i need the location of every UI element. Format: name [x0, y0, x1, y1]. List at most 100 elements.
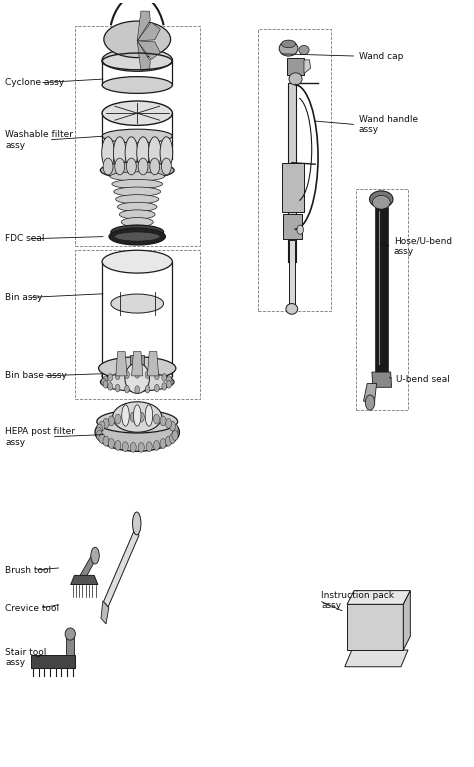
Ellipse shape: [162, 158, 171, 175]
Bar: [75, 250, 200, 399]
Ellipse shape: [102, 77, 173, 94]
Ellipse shape: [102, 48, 173, 71]
Ellipse shape: [125, 363, 149, 393]
Ellipse shape: [299, 45, 309, 54]
Ellipse shape: [99, 357, 176, 380]
Ellipse shape: [365, 395, 375, 410]
Ellipse shape: [103, 380, 108, 388]
Ellipse shape: [122, 442, 128, 452]
Ellipse shape: [148, 137, 161, 169]
Ellipse shape: [138, 412, 144, 422]
Ellipse shape: [116, 195, 159, 204]
Text: HEPA post filter
assy: HEPA post filter assy: [5, 427, 75, 446]
Text: Wand cap: Wand cap: [359, 51, 403, 61]
Ellipse shape: [373, 196, 390, 209]
Bar: [356, 189, 408, 410]
Text: FDC seal: FDC seal: [5, 235, 45, 243]
Ellipse shape: [297, 225, 303, 234]
Ellipse shape: [137, 137, 149, 169]
Ellipse shape: [167, 376, 171, 384]
Ellipse shape: [102, 250, 173, 273]
Ellipse shape: [145, 371, 150, 379]
Ellipse shape: [114, 232, 160, 241]
Bar: [288, 83, 296, 262]
Ellipse shape: [127, 158, 137, 175]
Ellipse shape: [91, 547, 99, 564]
Bar: [375, 207, 388, 372]
Polygon shape: [372, 372, 392, 387]
Ellipse shape: [160, 416, 166, 426]
Ellipse shape: [103, 436, 109, 446]
Polygon shape: [101, 601, 109, 624]
Ellipse shape: [65, 628, 75, 640]
Bar: [258, 29, 331, 311]
Polygon shape: [137, 22, 160, 41]
Ellipse shape: [96, 427, 101, 437]
Text: Stair tool
assy: Stair tool assy: [5, 648, 46, 667]
Ellipse shape: [122, 405, 129, 426]
Ellipse shape: [96, 424, 102, 434]
Ellipse shape: [108, 374, 112, 381]
Ellipse shape: [99, 421, 105, 431]
Bar: [282, 163, 304, 212]
Ellipse shape: [103, 158, 113, 175]
Polygon shape: [31, 655, 75, 668]
Ellipse shape: [146, 413, 152, 423]
Ellipse shape: [100, 373, 174, 391]
Ellipse shape: [172, 424, 178, 434]
Ellipse shape: [122, 413, 128, 423]
Polygon shape: [364, 384, 377, 404]
Text: Washable filter
assy: Washable filter assy: [5, 130, 73, 150]
Polygon shape: [347, 604, 403, 650]
Ellipse shape: [162, 374, 166, 381]
Polygon shape: [71, 575, 98, 584]
Bar: [130, 354, 144, 368]
Ellipse shape: [155, 372, 159, 380]
Ellipse shape: [115, 372, 120, 380]
Ellipse shape: [145, 385, 150, 393]
Ellipse shape: [154, 440, 160, 450]
Ellipse shape: [282, 40, 296, 48]
Ellipse shape: [135, 370, 139, 378]
Ellipse shape: [125, 371, 129, 379]
Bar: [287, 58, 304, 75]
Ellipse shape: [102, 137, 114, 169]
Text: Crevice tool: Crevice tool: [5, 604, 59, 613]
Ellipse shape: [114, 187, 161, 196]
Ellipse shape: [150, 158, 160, 175]
Ellipse shape: [168, 378, 173, 386]
Ellipse shape: [108, 383, 112, 390]
Ellipse shape: [370, 191, 393, 208]
Ellipse shape: [145, 405, 153, 426]
Polygon shape: [103, 530, 139, 607]
Ellipse shape: [167, 380, 171, 388]
Text: Instruction pack
assy: Instruction pack assy: [321, 591, 394, 611]
Ellipse shape: [133, 512, 141, 535]
Ellipse shape: [103, 376, 108, 384]
Text: Wand handle
assy: Wand handle assy: [359, 115, 418, 134]
Ellipse shape: [115, 440, 121, 450]
Polygon shape: [304, 60, 310, 74]
Ellipse shape: [138, 443, 144, 453]
Bar: [289, 240, 295, 309]
Ellipse shape: [95, 413, 179, 451]
Ellipse shape: [138, 158, 148, 175]
Ellipse shape: [109, 416, 114, 426]
Text: Cyclone assy: Cyclone assy: [5, 78, 64, 87]
Ellipse shape: [160, 137, 173, 169]
Ellipse shape: [135, 386, 139, 393]
Ellipse shape: [134, 405, 141, 426]
Ellipse shape: [172, 430, 178, 440]
Polygon shape: [345, 650, 408, 667]
Bar: [283, 215, 302, 239]
Polygon shape: [347, 591, 410, 604]
Ellipse shape: [160, 439, 166, 449]
Ellipse shape: [101, 378, 106, 386]
Ellipse shape: [109, 439, 114, 449]
Text: Bin base assy: Bin base assy: [5, 371, 67, 380]
Ellipse shape: [173, 427, 179, 437]
Ellipse shape: [279, 41, 298, 56]
Bar: [75, 25, 200, 246]
Ellipse shape: [125, 137, 138, 169]
Ellipse shape: [130, 443, 136, 453]
